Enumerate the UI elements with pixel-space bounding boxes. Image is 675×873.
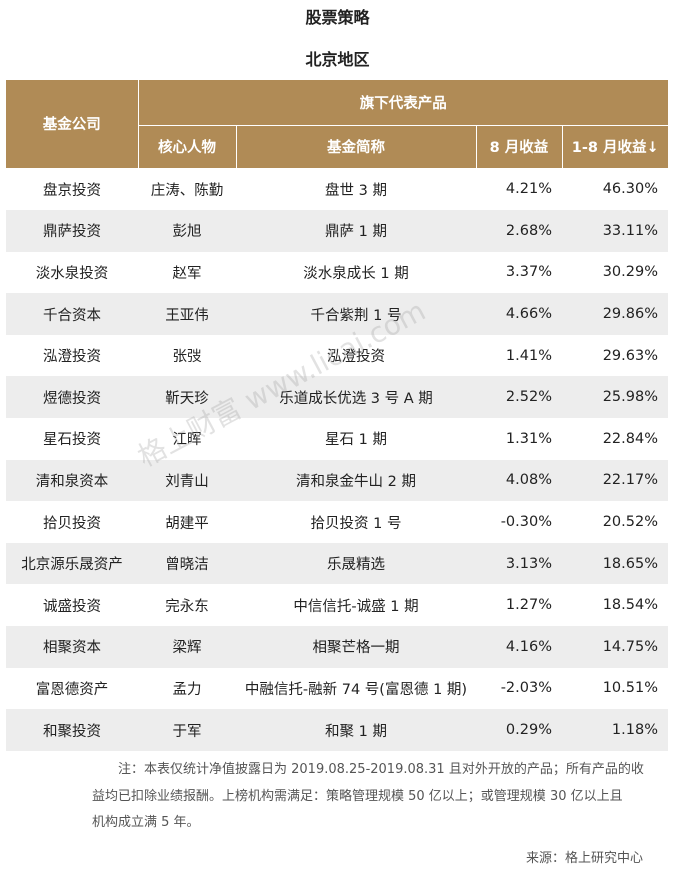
cell: 4.08% (476, 459, 562, 502)
cell: 淡水泉投资 (35, 265, 109, 282)
cell: 鼎萨 1 期 (236, 210, 476, 252)
table-row: 相聚资本 梁辉 相聚芒格一期 4.16% 14.75% (6, 626, 668, 668)
cell: 3.13% (476, 542, 562, 585)
cell: 千合紫荆 1 号 (236, 293, 476, 335)
cell: 0.29% (476, 709, 562, 751)
cell: 14.75% (562, 626, 668, 668)
cell: 和聚 1 期 (236, 709, 476, 751)
table-row: 泓澄投资 张弢 泓澄投资 1.41% 29.63% (6, 335, 668, 377)
cell: 3.37% (505, 264, 552, 281)
cell: 拾贝投资 (43, 515, 101, 532)
cell: 泓澄投资 (327, 349, 385, 366)
cell: 1.41% (505, 347, 552, 364)
cell: 江晖 (172, 432, 202, 449)
cell: 盘世 3 期 (325, 182, 387, 199)
table-row: 淡水泉投资 赵军 淡水泉成长 1 期 3.37% 30.29% (6, 252, 668, 294)
table-row: 千合资本 王亚伟 千合紫荆 1 号 4.66% 29.86% (6, 293, 668, 335)
cell: 4.21% (505, 181, 552, 198)
group-header: 旗下代表产品 (137, 80, 668, 126)
region-title: 北京地区 (305, 50, 370, 69)
ranking-table: 基金公司 旗下代表产品 核心人物 基金简称 8 月收益 1-8 月收益↓ 盘京投资 庄涛、… (6, 80, 668, 751)
cell: 星石投资 (43, 432, 101, 449)
cell: 王亚伟 (138, 293, 236, 335)
col-header: 基金公司 (6, 80, 139, 169)
cell: -0.30% (500, 514, 552, 531)
cell: 4.16% (476, 626, 562, 668)
cell: 曾晓洁 (138, 542, 236, 585)
cell: 鼎萨投资 (6, 210, 138, 252)
note-line: 注：本表仅统计净值披露日为 2019.08.25-2019.08.31 且对外开… (118, 762, 644, 777)
cell: 1.27% (505, 597, 552, 614)
cell: 46.30% (602, 181, 658, 198)
cell: 清和泉资本 (6, 459, 138, 502)
cell: 张弢 (172, 349, 202, 366)
cell: 诚盛投资 (43, 598, 101, 615)
cell: 25.98% (562, 376, 668, 419)
source: 来源：格上研究中心 (525, 851, 643, 866)
cell: 煜德投资 (6, 376, 138, 419)
cell: 富恩德资产 (35, 681, 109, 698)
cell: 相聚资本 (6, 626, 138, 668)
cell: 盘京投资 (43, 182, 101, 199)
cell: 淡水泉成长 1 期 (303, 265, 409, 282)
cell: 北京源乐晟资产 (6, 542, 138, 585)
cell: 33.11% (562, 210, 668, 252)
cell: 1.18% (562, 709, 668, 751)
cell: 18.65% (562, 542, 668, 585)
cell: 29.86% (562, 293, 668, 335)
cell: 2.52% (476, 376, 562, 419)
col-header: 核心人物 (137, 125, 237, 169)
cell: 中信信托-诚盛 1 期 (293, 598, 419, 615)
cell: -2.03% (500, 680, 552, 697)
cell: 星石 1 期 (325, 432, 387, 449)
col-header: 基金简称 (235, 125, 477, 169)
cell: 相聚芒格一期 (236, 626, 476, 668)
cell: 中融信托-融新 74 号(富恩德 1 期) (244, 681, 468, 698)
col-header: 8 月收益 (475, 125, 563, 169)
cell: 于军 (138, 709, 236, 751)
cell: 靳天珍 (138, 376, 236, 419)
cell: 20.52% (602, 514, 658, 531)
table-row: 拾贝投资 胡建平 拾贝投资 1 号 -0.30% 20.52% (6, 501, 668, 543)
cell: 千合资本 (6, 293, 138, 335)
col-header: 1-8 月收益↓ (561, 125, 668, 169)
cell: 拾贝投资 1 号 (310, 515, 402, 532)
cell: 22.17% (562, 459, 668, 502)
note-line: 益均已扣除业绩报酬。上榜机构需满足：策略管理规模 50 亿以上；或管理规模 30… (92, 788, 623, 804)
page-title: 股票策略 (305, 8, 370, 27)
cell: 2.68% (476, 210, 562, 252)
table-row: 煜德投资 靳天珍 乐道成长优选 3 号 A 期 2.52% 25.98% (6, 376, 668, 419)
table-row: 清和泉资本 刘青山 清和泉金牛山 2 期 4.08% 22.17% (6, 459, 668, 502)
cell: 乐晟精选 (236, 542, 476, 585)
table-row: 和聚投资 于军 和聚 1 期 0.29% 1.18% (6, 709, 668, 751)
table-row: 星石投资 江晖 星石 1 期 1.31% 22.84% (6, 418, 668, 460)
cell: 梁辉 (138, 626, 236, 668)
cell: 赵军 (172, 265, 202, 282)
cell: 10.51% (602, 680, 658, 697)
cell: 30.29% (602, 264, 658, 281)
cell: 1.31% (505, 430, 552, 447)
cell: 4.66% (476, 293, 562, 335)
note-line: 机构成立满 5 年。 (92, 815, 200, 830)
cell: 和聚投资 (6, 709, 138, 751)
cell: 庄涛、陈勤 (150, 182, 224, 199)
table-row: 富恩德资产 孟力 中融信托-融新 74 号(富恩德 1 期) -2.03% 10.51% (6, 668, 668, 710)
cell: 22.84% (602, 430, 658, 447)
cell: 完永东 (165, 598, 209, 615)
cell: 胡建平 (165, 515, 209, 532)
cell: 刘青山 (138, 459, 236, 502)
cell: 彭旭 (138, 210, 236, 252)
cell: 29.63% (602, 347, 658, 364)
table-row: 北京源乐晟资产 曾晓洁 乐晟精选 3.13% 18.65% (6, 542, 668, 585)
cell: 清和泉金牛山 2 期 (236, 459, 476, 502)
table-row: 盘京投资 庄涛、陈勤 盘世 3 期 4.21% 46.30% (6, 168, 668, 210)
table-row: 诚盛投资 完永东 中信信托-诚盛 1 期 1.27% 18.54% (6, 584, 668, 626)
table-row: 鼎萨投资 彭旭 鼎萨 1 期 2.68% 33.11% (6, 210, 668, 252)
cell: 18.54% (602, 597, 658, 614)
cell: 孟力 (172, 681, 202, 698)
cell: 泓澄投资 (43, 349, 101, 366)
cell: 乐道成长优选 3 号 A 期 (236, 376, 476, 419)
